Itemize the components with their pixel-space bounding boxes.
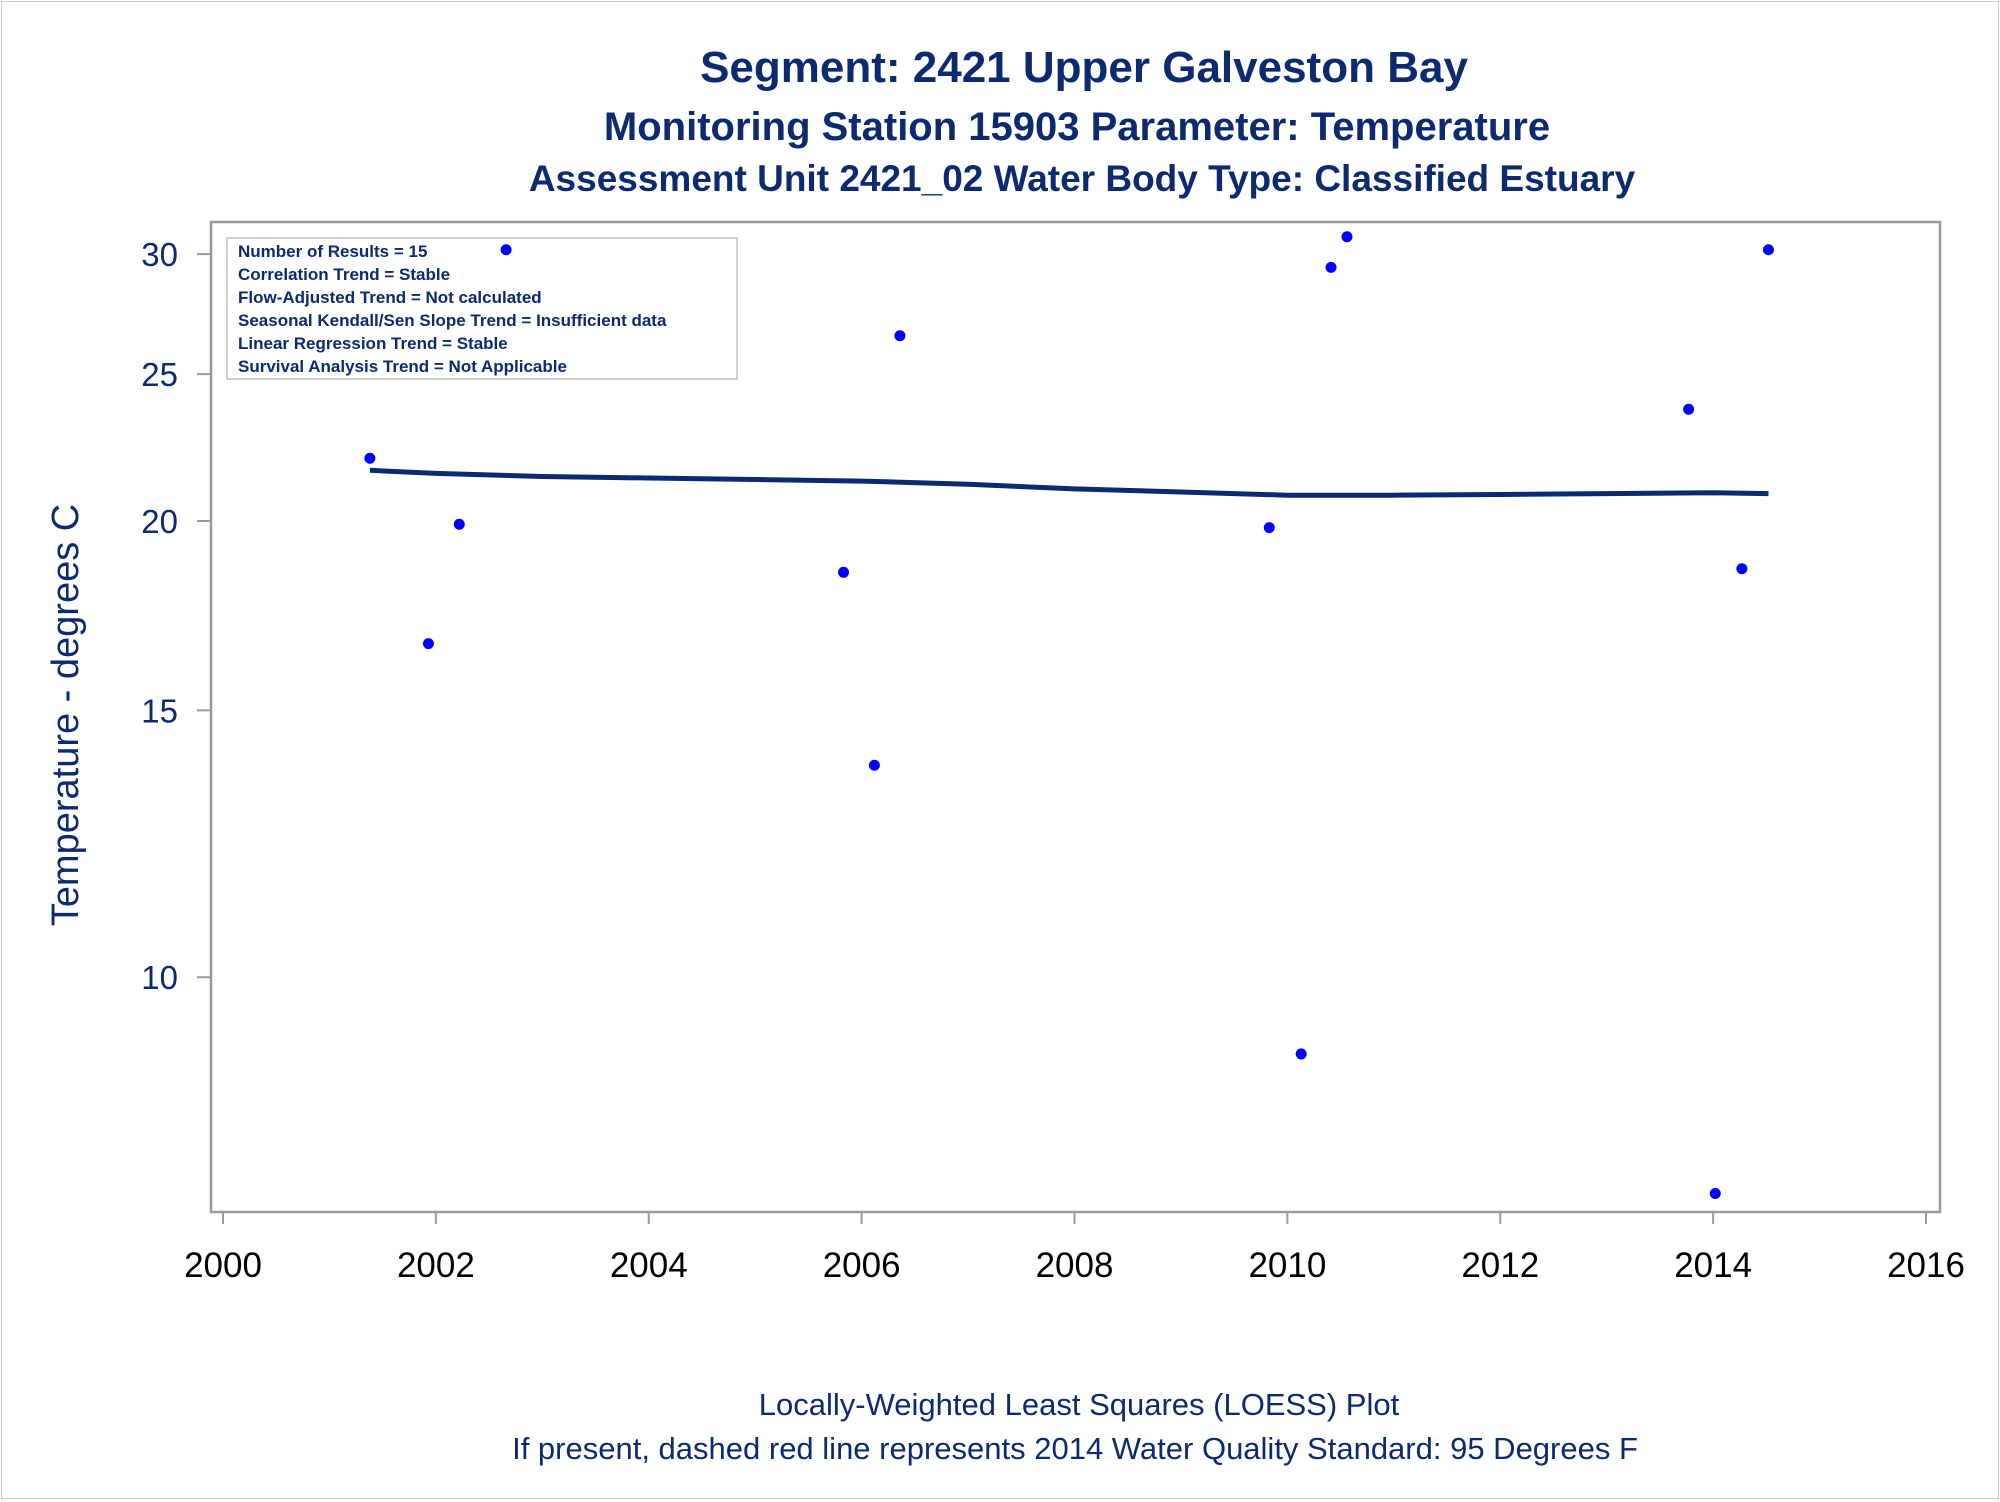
data-point [1263,522,1275,534]
footnote-2: If present, dashed red line represents 2… [512,1431,1638,1466]
x-tick-label: 2004 [610,1246,688,1285]
stats-line: Number of Results = 15 [238,242,427,261]
x-tick-label: 2008 [1036,1246,1114,1285]
data-point [894,330,906,342]
data-point [1736,563,1748,575]
x-tick-label: 2014 [1674,1246,1752,1285]
data-point [422,638,434,650]
stats-box-border [226,237,738,380]
x-tick-label: 2016 [1887,1246,1965,1285]
data-point [1709,1187,1721,1199]
stats-line: Flow-Adjusted Trend = Not calculated [238,288,542,307]
stats-box: Number of Results = 15 Correlation Trend… [226,237,738,380]
data-point [1762,244,1774,256]
x-tick-label: 2000 [184,1246,262,1285]
stats-line: Survival Analysis Trend = Not Applicable [238,357,567,376]
data-point [453,518,465,530]
data-point [1341,231,1353,243]
x-tick-label: 2012 [1461,1246,1539,1285]
series-layer [364,231,1774,1199]
data-point [500,244,512,256]
stats-line: Correlation Trend = Stable [238,265,450,284]
stats-line: Linear Regression Trend = Stable [238,334,508,353]
chart-title: Segment: 2421 Upper Galveston Bay [700,43,1468,92]
data-point [868,759,880,771]
chart-subtitle: Monitoring Station 15903 Parameter: Temp… [604,105,1550,149]
footnote-1: Locally-Weighted Least Squares (LOESS) P… [759,1387,1400,1422]
stats-line: Seasonal Kendall/Sen Slope Trend = Insuf… [238,311,667,330]
chart-subtitle-2: Assessment Unit 2421_02 Water Body Type:… [529,158,1636,199]
data-point [1683,403,1695,415]
y-axis: 10 15 20 25 30 [141,236,211,996]
x-tick-label: 2006 [823,1246,901,1285]
y-tick-label: 20 [141,503,178,540]
x-tick-label: 2002 [397,1246,475,1285]
loess-line [369,467,1769,498]
y-tick-label: 25 [141,356,178,393]
x-tick-label: 2010 [1248,1246,1326,1285]
y-tick-label: 10 [141,959,178,996]
data-point [838,566,850,578]
y-tick-label: 30 [141,236,178,273]
y-axis-label: Temperature - degrees C [45,504,87,926]
data-point [1295,1048,1307,1060]
x-axis: 2000 2002 2004 2006 2008 2010 2012 2014 2016 [184,1212,1965,1285]
data-point [364,452,376,464]
data-point [1325,261,1337,273]
y-tick-label: 15 [141,692,178,729]
